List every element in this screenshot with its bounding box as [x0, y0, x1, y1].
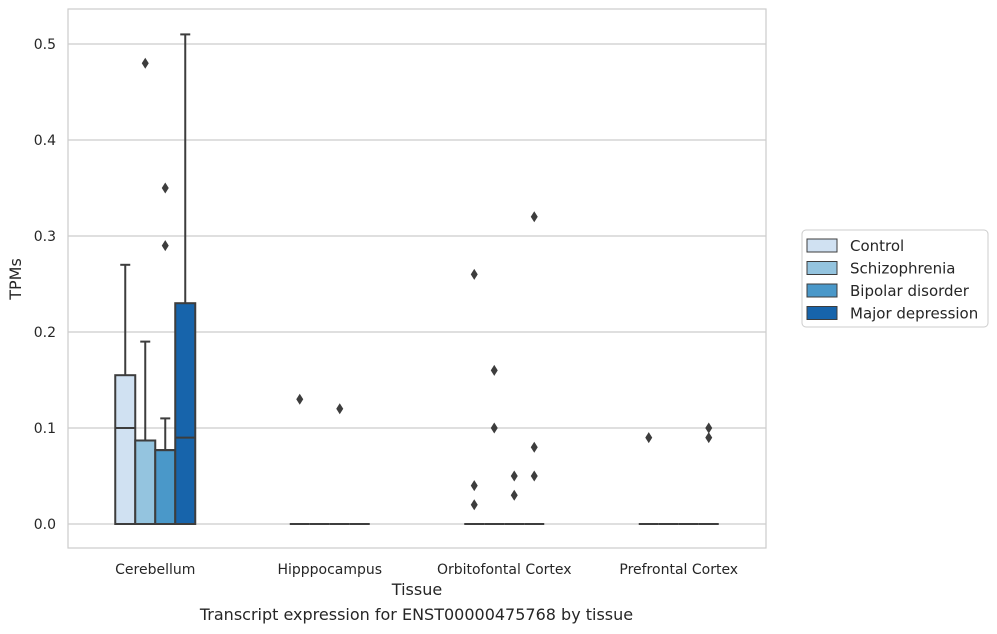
outlier-point — [161, 240, 169, 252]
box — [504, 470, 525, 525]
y-tick-label: 0.2 — [34, 325, 56, 341]
box-series — [114, 33, 719, 526]
legend-swatch — [806, 261, 838, 275]
box — [524, 211, 545, 525]
legend-label: Major depression — [850, 305, 978, 323]
legend-swatch — [806, 238, 838, 253]
series-bipolar-disorder — [154, 182, 699, 525]
x-tick-label: Hipppocampus — [277, 562, 382, 578]
plot-area-border — [67, 8, 767, 549]
box — [154, 182, 177, 525]
outlier-point — [336, 403, 344, 415]
y-tick-label: 0.5 — [34, 37, 56, 53]
box — [698, 422, 719, 525]
box — [174, 33, 197, 526]
outlier-point — [470, 480, 478, 492]
legend-swatch — [806, 283, 838, 298]
x-axis-ticks: Cerebellum Hipppocampus Orbitofontal Corte… — [115, 562, 738, 578]
chart-caption: Transcript expression for ENST0000047576… — [199, 605, 634, 624]
box — [464, 268, 485, 525]
legend-label: Schizophrenia — [850, 260, 955, 278]
box — [638, 432, 659, 525]
y-tick-label: 0.1 — [34, 421, 56, 437]
legend-label: Control — [850, 237, 904, 255]
outlier-point — [161, 182, 169, 194]
y-tick-label: 0.0 — [34, 517, 56, 533]
x-axis-label: Tissue — [391, 580, 442, 599]
outlier-point — [530, 441, 538, 453]
outlier-point — [470, 499, 478, 511]
box — [484, 364, 505, 525]
y-tick-label: 0.3 — [34, 229, 56, 245]
series-control — [114, 263, 659, 526]
outlier-point — [705, 432, 713, 444]
outlier-point — [530, 211, 538, 223]
box-body — [134, 439, 157, 526]
outlier-point — [510, 470, 518, 482]
outlier-point — [530, 470, 538, 482]
box — [114, 263, 137, 526]
box-body — [174, 302, 197, 526]
legend: Control Schizophrenia Bipolar disorder Majo… — [801, 229, 989, 328]
box-body — [154, 449, 177, 525]
outlier-point — [490, 364, 498, 376]
outlier-point — [705, 422, 713, 434]
box — [134, 57, 157, 526]
legend-frame — [801, 229, 989, 328]
box — [289, 393, 310, 525]
y-axis-ticks: 0.0 0.1 0.2 0.3 0.4 0.5 — [34, 37, 56, 533]
legend-swatch — [806, 306, 838, 320]
outlier-point — [141, 57, 149, 69]
box-body — [114, 374, 137, 526]
outlier-point — [645, 432, 653, 444]
box — [329, 403, 350, 525]
outlier-point — [490, 422, 498, 434]
outlier-point — [510, 489, 518, 501]
series-schizophrenia — [134, 57, 679, 526]
outlier-point — [470, 268, 478, 280]
outlier-point — [296, 393, 304, 405]
series-major-depression — [174, 33, 719, 526]
x-tick-label: Prefrontal Cortex — [619, 562, 738, 578]
y-tick-label: 0.4 — [34, 133, 56, 149]
x-tick-label: Cerebellum — [115, 562, 195, 578]
y-axis-label: TPMs — [6, 258, 25, 301]
legend-label: Bipolar disorder — [850, 282, 970, 300]
x-tick-label: Orbitofontal Cortex — [437, 562, 572, 578]
